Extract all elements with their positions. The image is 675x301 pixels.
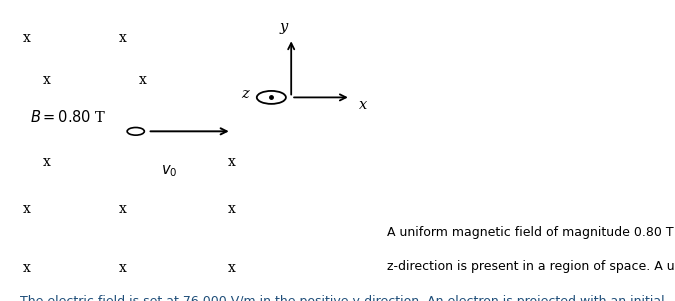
Text: x: x [23, 31, 30, 45]
Text: x: x [358, 98, 367, 112]
Text: x: x [227, 155, 236, 169]
Text: y: y [279, 20, 288, 34]
Text: x: x [23, 203, 30, 216]
Text: x: x [43, 155, 51, 169]
Text: z: z [241, 88, 249, 101]
Text: z-direction is present in a region of space. A uniform electric field is also pr: z-direction is present in a region of sp… [387, 260, 675, 273]
Text: $v_0$: $v_0$ [161, 163, 177, 179]
Text: x: x [23, 262, 30, 275]
Text: x: x [119, 31, 126, 45]
Text: x: x [43, 73, 51, 87]
Text: A uniform magnetic field of magnitude 0.80 T in the negative: A uniform magnetic field of magnitude 0.… [387, 226, 675, 239]
Text: The electric field is set at 76,000 V/m in the positive y-direction. An electron: The electric field is set at 76,000 V/m … [20, 295, 665, 301]
Text: x: x [119, 203, 126, 216]
Text: x: x [227, 262, 236, 275]
Text: x: x [119, 262, 126, 275]
Text: x: x [227, 203, 236, 216]
Text: $B = 0.80$ T: $B = 0.80$ T [30, 109, 107, 125]
Text: x: x [138, 73, 146, 87]
